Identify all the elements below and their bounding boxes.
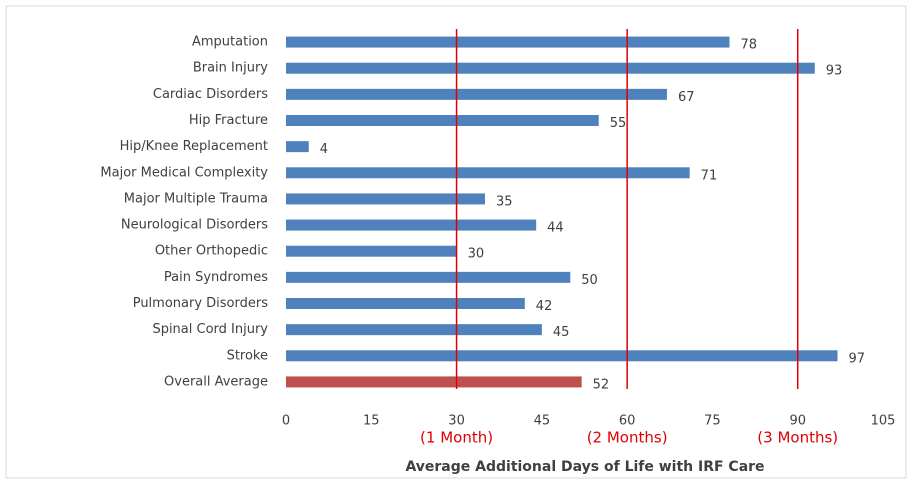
y-tick-label: Other Orthopedic [155, 244, 268, 259]
x-tick-label: 105 [871, 414, 896, 429]
value-label: 45 [553, 325, 570, 340]
x-tick-label: 30 [448, 414, 465, 429]
value-label: 97 [849, 351, 866, 366]
y-tick-label: Cardiac Disorders [153, 87, 268, 102]
x-tick-label: 0 [282, 414, 290, 429]
x-tick-label: 75 [704, 414, 721, 429]
bar [286, 350, 838, 362]
y-tick-label: Stroke [227, 348, 268, 363]
y-tick-label: Amputation [192, 35, 268, 50]
reference-label: (3 Months) [757, 429, 838, 447]
y-tick-label: Pulmonary Disorders [133, 296, 269, 311]
x-tick-label: 60 [619, 414, 636, 429]
value-label: 30 [468, 247, 485, 262]
value-label: 42 [536, 299, 553, 314]
bar [286, 115, 599, 126]
value-label: 78 [740, 38, 757, 53]
value-label: 93 [826, 64, 843, 79]
y-tick-label: Major Multiple Trauma [124, 191, 268, 206]
reference-label: (1 Month) [420, 429, 493, 447]
value-label: 67 [678, 90, 695, 105]
bar [286, 62, 815, 74]
bar [286, 219, 537, 231]
y-tick-label: Hip Fracture [189, 113, 268, 128]
value-label: 35 [496, 194, 513, 209]
y-tick-label: Neurological Disorders [121, 218, 268, 233]
x-tick-label: 15 [363, 414, 380, 429]
bar [286, 376, 582, 388]
bar [286, 298, 525, 309]
value-label: 52 [593, 377, 610, 392]
bar [286, 36, 730, 48]
value-label: 71 [701, 168, 718, 183]
y-tick-label: Brain Injury [193, 61, 268, 76]
y-tick-label: Spinal Cord Injury [152, 322, 268, 337]
reference-label: (2 Months) [587, 429, 668, 447]
bar [286, 324, 542, 336]
x-axis-title: Average Additional Days of Life with IRF… [405, 459, 764, 475]
y-tick-label: Pain Syndromes [164, 270, 268, 285]
bar [286, 193, 485, 205]
bar [286, 167, 690, 179]
y-tick-label: Major Medical Complexity [100, 165, 268, 180]
value-label: 50 [581, 273, 598, 288]
bar [286, 271, 571, 283]
y-tick-label: Hip/Knee Replacement [120, 139, 268, 154]
bar [286, 88, 667, 100]
bar [286, 141, 309, 153]
x-tick-label: 90 [789, 414, 806, 429]
y-tick-label: Overall Average [164, 374, 268, 389]
bar [286, 245, 457, 257]
value-label: 55 [610, 116, 627, 131]
x-tick-label: 45 [534, 414, 551, 429]
value-label: 44 [547, 221, 564, 236]
value-label: 4 [320, 142, 328, 157]
